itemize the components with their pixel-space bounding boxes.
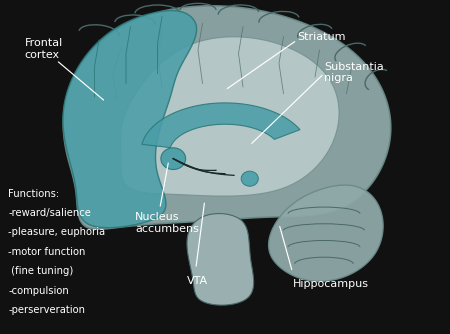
Polygon shape [63,6,391,229]
Ellipse shape [161,148,185,170]
Text: Nucleus
accumbens: Nucleus accumbens [135,212,199,234]
Text: Striatum: Striatum [297,32,346,42]
Ellipse shape [241,171,258,186]
Polygon shape [142,103,300,148]
Text: Functions:: Functions: [8,189,59,199]
Text: Substantia
nigra: Substantia nigra [324,62,384,84]
Polygon shape [63,11,197,228]
Text: Hippocampus: Hippocampus [292,279,369,289]
Text: -motor function: -motor function [8,247,86,257]
Text: -compulsion: -compulsion [8,286,69,296]
Text: VTA: VTA [187,276,208,286]
Text: -perserveration: -perserveration [8,305,85,315]
Polygon shape [121,37,339,196]
Polygon shape [269,185,383,281]
Text: -reward/salience: -reward/salience [8,208,91,218]
Text: Frontal
cortex: Frontal cortex [25,38,63,60]
Text: (fine tuning): (fine tuning) [8,266,73,276]
Polygon shape [187,213,254,305]
Text: -pleasure, euphoria: -pleasure, euphoria [8,227,105,237]
